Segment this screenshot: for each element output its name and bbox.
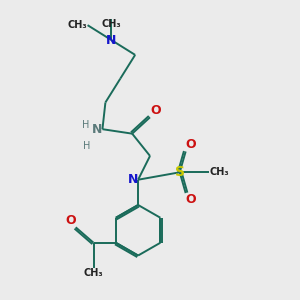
Text: S: S xyxy=(175,165,185,179)
Text: CH₃: CH₃ xyxy=(84,268,103,278)
Text: H: H xyxy=(82,120,90,130)
Text: N: N xyxy=(106,34,116,46)
Text: O: O xyxy=(186,193,196,206)
Text: N: N xyxy=(92,123,102,136)
Text: O: O xyxy=(65,214,76,227)
Text: O: O xyxy=(186,139,196,152)
Text: CH₃: CH₃ xyxy=(209,167,229,177)
Text: CH₃: CH₃ xyxy=(101,19,121,29)
Text: N: N xyxy=(128,173,138,186)
Text: CH₃: CH₃ xyxy=(68,20,88,30)
Text: O: O xyxy=(150,104,160,117)
Text: H: H xyxy=(83,141,91,151)
